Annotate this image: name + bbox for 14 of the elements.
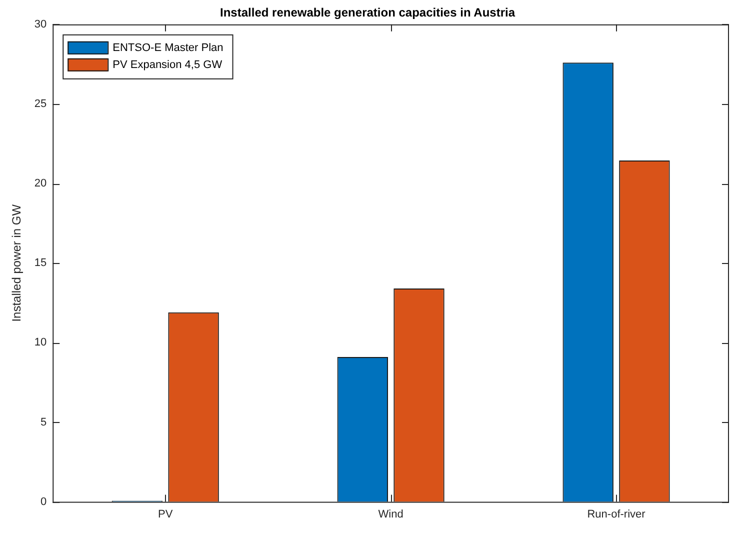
chart-title: Installed renewable generation capacities in Austria	[220, 6, 516, 20]
y-tick-label: 15	[34, 257, 47, 270]
x-tick-label: Run-of-river	[587, 508, 646, 520]
y-tick-label: 0	[40, 496, 47, 508]
legend-label: PV Expansion 4,5 GW	[112, 58, 223, 71]
y-tick-label: 10	[34, 336, 47, 349]
x-tick-label: Wind	[378, 508, 404, 520]
y-tick-label: 5	[40, 416, 47, 428]
y-tick-label: 30	[34, 18, 47, 30]
y-axis-title: Installed power in GW	[10, 204, 24, 322]
legend-label: ENTSO-E Master Plan	[112, 42, 224, 54]
x-tick-label: PV	[158, 508, 174, 520]
y-tick-label: 20	[34, 178, 47, 190]
y-tick-label: 25	[34, 98, 47, 110]
